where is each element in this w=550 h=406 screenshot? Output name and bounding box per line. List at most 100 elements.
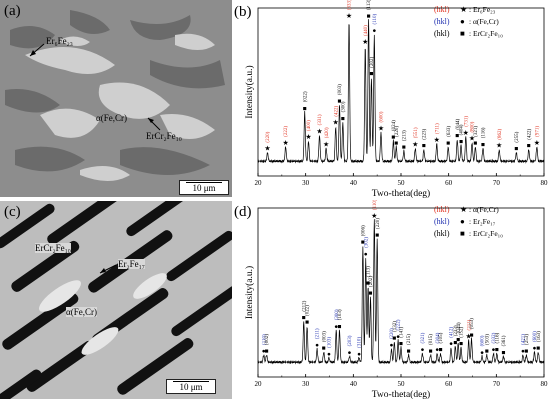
peak-marker: ● (449, 341, 453, 348)
legend-symbol: ■ (460, 229, 465, 238)
peak-marker: ■ (473, 140, 477, 147)
peak-label: (220) (395, 126, 400, 137)
peak-label: (024) (392, 120, 397, 131)
y-axis-label: Intensity(a.u.) (244, 266, 255, 319)
xrd-chart-b-svg: (b) (hkl) ★: Er₆Fe₂₃(hkl) ●: α(Fe,Cr)(hkl)… (234, 0, 549, 199)
peak-marker: ■ (495, 347, 499, 354)
peak-label: (015) (429, 334, 434, 345)
plot-area-d: 20 30 40 50 60 70 80 Two-theta(deg) Intensity(a.… (244, 199, 548, 400)
legend-symbol: ■ (460, 29, 465, 38)
annotation-arrows-c (99, 264, 117, 274)
peak-marker: ■ (322, 345, 326, 352)
peak-marker: ■ (305, 319, 309, 326)
peak-label: (321) (421, 332, 426, 343)
panel-label-d: (d) (234, 204, 252, 220)
peak-label: (440) (364, 25, 369, 36)
peak-label: (213) (402, 130, 407, 141)
phase-label-c-2: Er₂Fe₁₇ (118, 259, 145, 269)
x-tick-label: 70 (493, 179, 501, 187)
peak-marker: ● (532, 345, 536, 352)
peak-label: (421) (522, 334, 527, 345)
x-tick-label: 30 (302, 380, 310, 388)
peak-marker: ■ (524, 348, 528, 355)
x-tick-label: 50 (398, 380, 406, 388)
peak-label: (400) (307, 120, 312, 131)
peak-marker: ■ (367, 13, 371, 20)
x-axis-label: Two-theta(deg) (372, 389, 430, 400)
peak-label: (003) (322, 331, 327, 342)
legend-symbol: ● (460, 17, 465, 26)
micrograph-c: (c) ErCr₂Fe₁₀ Er₂Fe₁₇ α(Fe,Cr) 10 μm (0, 201, 232, 399)
legend-hkl: (hkl) (434, 217, 450, 226)
peak-label: (203) (348, 335, 353, 346)
peak-label: (600) (533, 331, 538, 342)
legend-d: (hkl) ★: α(Fe,Cr) (hkl) ●: Er₂Fe₁₇ (hkl) ■: E… (434, 205, 503, 238)
peak-marker: ● (327, 351, 331, 358)
legend-symbol: ★ (460, 5, 467, 14)
panel-label-a: (a) (4, 3, 21, 19)
peak-marker: ● (357, 351, 361, 358)
peak-label: (422) (527, 129, 532, 140)
x-tick-label: 60 (445, 380, 453, 388)
x-tick-label: 40 (350, 380, 358, 388)
peak-label: (220) (390, 328, 395, 339)
peak-label: (404) (460, 124, 465, 135)
peak-label: (220) (266, 131, 271, 142)
peak-label: (103) (338, 309, 343, 320)
peak-marker: ■ (429, 348, 433, 355)
peak-marker: ■ (527, 143, 531, 150)
peak-label: (044) (456, 118, 461, 129)
legend-hkl: (hkl) (434, 5, 450, 14)
legend-symbol: ● (460, 217, 465, 226)
peak-marker: ■ (502, 349, 506, 356)
x-tick-label: 60 (445, 179, 453, 187)
peak-marker: ★ (283, 139, 289, 147)
peak-marker: ● (262, 348, 266, 355)
peak-label: (223) (422, 129, 427, 140)
peak-marker: ★ (463, 129, 469, 137)
peak-marker: ■ (338, 323, 342, 330)
peak-marker: ■ (265, 348, 269, 355)
peak-marker: ■ (341, 115, 345, 122)
peak-marker: ■ (514, 146, 518, 153)
peak-label: (202) (370, 57, 375, 68)
y-axis-label: Intensity(a.u.) (244, 65, 255, 118)
peak-label: (110) (373, 200, 378, 210)
phase-label-c-1: ErCr₂Fe₁₀ (35, 243, 71, 253)
peak-label: (110) (373, 14, 378, 25)
peak-marker: ■ (439, 347, 443, 354)
peak-marker: ■ (394, 140, 398, 147)
peak-marker: ● (372, 28, 376, 35)
peak-marker: ■ (392, 335, 396, 342)
peak-marker: ● (420, 347, 424, 354)
x-axis-label: Two-theta(deg) (372, 188, 430, 199)
peak-marker: ■ (375, 232, 379, 239)
xrd-pattern-line (257, 219, 545, 365)
peak-label: (551) (414, 127, 419, 138)
peak-label: (422) (334, 106, 339, 117)
peak-label: (412) (450, 327, 455, 338)
peak-marker: ■ (470, 332, 474, 339)
peak-label: (971) (535, 126, 540, 137)
x-tick-label: 50 (398, 179, 406, 187)
peak-marker: ● (435, 347, 439, 354)
peak-marker: ● (521, 348, 525, 355)
peak-marker: ■ (303, 105, 307, 112)
peak-label: (862) (498, 129, 503, 140)
peak-marker: ● (396, 333, 400, 340)
peak-marker: ★ (496, 142, 502, 150)
phase-label-a-3: ErCr₂Fe₁₀ (146, 131, 182, 141)
peak-label: (255) (515, 131, 520, 142)
peak-marker: ● (480, 349, 484, 356)
peak-label: (163) (537, 331, 542, 342)
x-tick-label: 80 (541, 179, 549, 187)
panel-label-b: (b) (234, 4, 252, 20)
peak-label: (022) (303, 91, 308, 102)
x-tick-label: 20 (255, 380, 263, 388)
peak-label: (222) (397, 319, 402, 330)
peak-label: (633) (447, 126, 452, 137)
legend-phase: : ErCr₂Fe₁₀ (469, 229, 503, 238)
xrd-chart-d-svg: (d) (hkl) ★: α(Fe,Cr)(hkl) ●: Er₂Fe₁₇(hkl)… (234, 199, 548, 400)
peak-marker: ★ (378, 124, 384, 132)
peak-marker: ■ (453, 339, 457, 346)
